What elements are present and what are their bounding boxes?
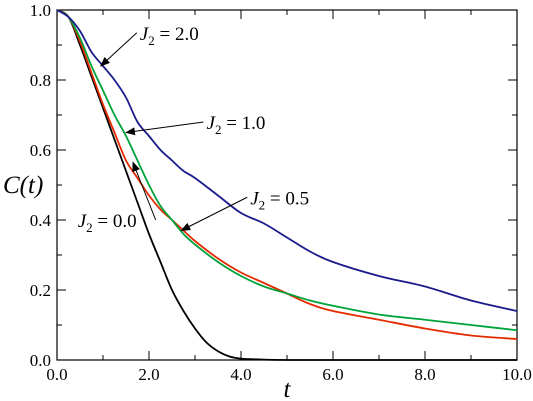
- y-tick-label: 0.0: [30, 351, 51, 370]
- y-tick-label: 0.2: [30, 281, 51, 300]
- y-tick-label: 0.8: [30, 71, 51, 90]
- annotation-arrow-1: [125, 121, 204, 136]
- x-axis-title: t: [284, 376, 292, 401]
- plot-frame: [56, 9, 518, 361]
- annotation-arrow-0: [99, 32, 138, 67]
- y-axis: 0.0 0.2 0.4 0.6 0.8 1.0: [30, 1, 517, 370]
- series-layer: [56, 9, 518, 361]
- x-axis: 0.0 2.0 4.0 6.0 8.0 10.0: [46, 10, 532, 384]
- y-tick-label: 0.4: [30, 211, 52, 230]
- series-line-1: [56, 9, 518, 340]
- series-line-2: [56, 9, 518, 332]
- annotation-label-3: J2 = 0.5: [250, 188, 309, 212]
- y-axis-title: C(t): [3, 172, 43, 199]
- x-tick-label: 8.0: [414, 365, 435, 384]
- y-tick-label: 1.0: [30, 1, 51, 20]
- x-tick-label: 6.0: [322, 365, 343, 384]
- annotations-layer: J2 = 2.0 J2 = 1.0 J2 = 0.0 J2 = 0.5: [78, 24, 309, 235]
- y-tick-label: 0.6: [30, 141, 51, 160]
- x-tick-label: 4.0: [230, 365, 251, 384]
- x-tick-label: 2.0: [138, 365, 159, 384]
- series-line-0: [56, 9, 517, 361]
- series-line-3: [56, 9, 518, 312]
- annotation-arrow-3: [180, 196, 248, 231]
- x-tick-label: 10.0: [502, 365, 532, 384]
- annotation-arrow-2: [132, 161, 157, 221]
- annotation-label-0: J2 = 2.0: [140, 24, 199, 48]
- annotation-label-2: J2 = 0.0: [78, 211, 137, 235]
- x-tick-label: 0.0: [46, 365, 67, 384]
- annotation-label-1: J2 = 1.0: [207, 113, 266, 137]
